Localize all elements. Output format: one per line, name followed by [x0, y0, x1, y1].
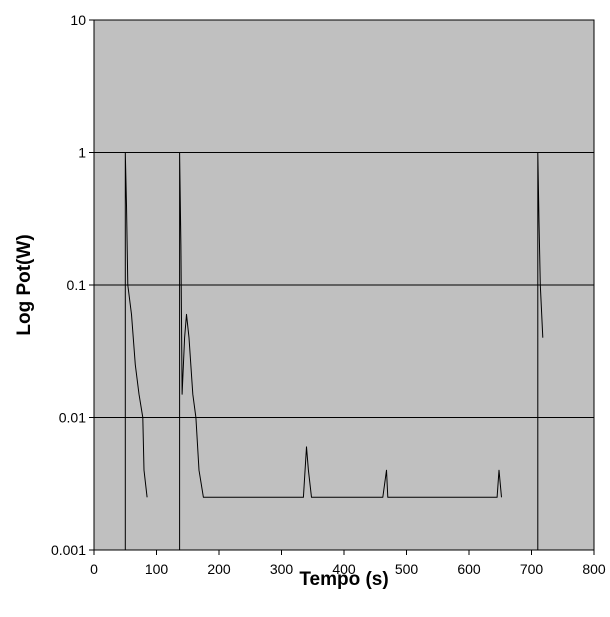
y-tick-labels: 0.001 0.01 0.1 1 10: [51, 12, 86, 558]
x-tick-labels: 0 100 200 300 400 500 600 700 800: [90, 561, 606, 577]
x-tick-label: 0: [90, 561, 98, 577]
x-tick-label: 700: [520, 561, 544, 577]
y-tick-label: 1: [78, 145, 86, 161]
x-tick-label: 300: [270, 561, 294, 577]
series-line-3: [537, 152, 544, 550]
series-line-2: [179, 152, 502, 550]
y-tick-label: 0.001: [51, 542, 86, 558]
y-axis-title: Log Pot(W): [14, 234, 35, 335]
x-tick-label: 400: [332, 561, 356, 577]
axes: [89, 19, 595, 555]
y-tick-label: 0.1: [67, 277, 87, 293]
series-line-1: [124, 152, 148, 550]
y-tick-label: 10: [70, 12, 86, 28]
x-axis-title: Tempo (s): [299, 569, 388, 590]
x-tick-label: 100: [145, 561, 169, 577]
series-group: [124, 152, 544, 550]
y-tick-label: 0.01: [59, 410, 86, 426]
x-tick-label: 200: [207, 561, 231, 577]
x-tick-label: 500: [395, 561, 419, 577]
x-tick-label: 800: [582, 561, 606, 577]
x-tick-label: 600: [457, 561, 481, 577]
